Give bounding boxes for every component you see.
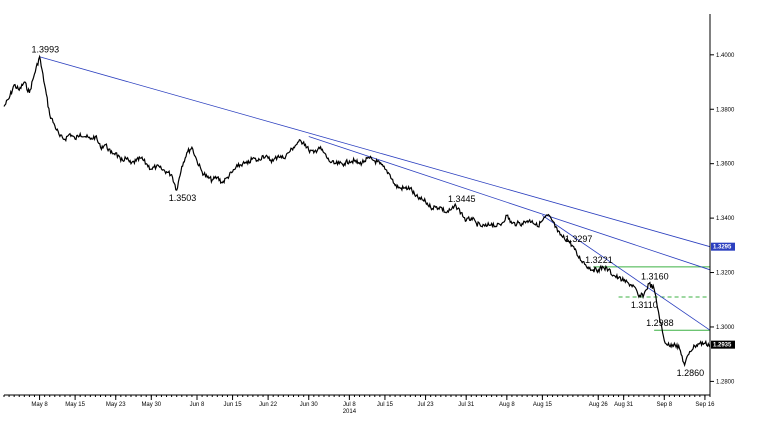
price-tag-label: 1.2935 <box>713 343 732 349</box>
price-tag <box>711 242 735 251</box>
x-tick-label: Jun 22 <box>259 402 278 408</box>
x-tick-label: Aug 31 <box>614 402 634 408</box>
x-axis: May 8 May 15 May 23 May 30 Jun 8 Jun 15 Jun 22… <box>3 394 715 415</box>
price-annotation: 1.2988 <box>646 318 674 328</box>
year-label: 2014 <box>343 409 357 415</box>
annotations: 1.3993 1.3503 1.3445 1.3297 1.3221 1.3110 1.31… <box>32 45 705 378</box>
x-tick-label: Jun 15 <box>224 402 243 408</box>
y-tick-label: 1.4000 <box>716 53 735 59</box>
trendline <box>308 136 711 271</box>
trendline <box>39 56 711 248</box>
x-tick-label: Sep 16 <box>695 402 715 408</box>
price-annotation: 1.3110 <box>631 300 658 310</box>
x-tick-label: Jul 31 <box>458 402 475 408</box>
y-tick-label: 1.3400 <box>716 216 735 222</box>
price-annotation: 1.3993 <box>32 45 60 55</box>
x-tick-label: Jul 15 <box>377 402 394 408</box>
x-tick-label: Aug 15 <box>533 402 553 408</box>
y-tick-label: 1.2800 <box>716 379 735 385</box>
price-series <box>3 54 711 368</box>
y-tick-label: 1.3000 <box>716 325 735 331</box>
price-annotation: 1.3297 <box>565 234 593 244</box>
price-line <box>3 54 711 368</box>
x-tick-label: May 23 <box>106 402 126 408</box>
price-annotation: 1.3221 <box>585 255 613 265</box>
trendlines <box>39 56 711 331</box>
y-tick-label: 1.3200 <box>716 271 735 277</box>
price-tag-label: 1.3295 <box>713 245 732 251</box>
y-tick-label: 1.3600 <box>716 162 735 168</box>
y-axis: 1.2800 1.3000 1.3200 1.3400 1.3600 1.3800 1.40… <box>709 14 735 395</box>
x-tick-label: Jun 8 <box>190 402 205 408</box>
price-annotation: 1.2860 <box>677 368 705 378</box>
x-tick-label: May 15 <box>65 402 85 408</box>
x-tick-label: Jun 30 <box>300 402 319 408</box>
price-annotation: 1.3503 <box>169 193 197 203</box>
horizontal-levels <box>593 266 710 331</box>
x-tick-label: Sep 8 <box>656 402 672 408</box>
x-tick-label: Jul 23 <box>418 402 435 408</box>
x-tick-label: Aug 26 <box>589 402 609 408</box>
price-annotation: 1.3160 <box>641 271 669 281</box>
price-annotation: 1.3445 <box>448 194 476 204</box>
x-tick-label: Aug 8 <box>499 402 515 408</box>
price-tag <box>711 340 735 349</box>
trendline <box>542 215 711 331</box>
x-tick-label: May 8 <box>31 402 48 408</box>
y-tick-label: 1.3800 <box>716 107 735 113</box>
x-tick-label: May 30 <box>141 402 161 408</box>
x-tick-label: Jul 8 <box>343 402 356 408</box>
